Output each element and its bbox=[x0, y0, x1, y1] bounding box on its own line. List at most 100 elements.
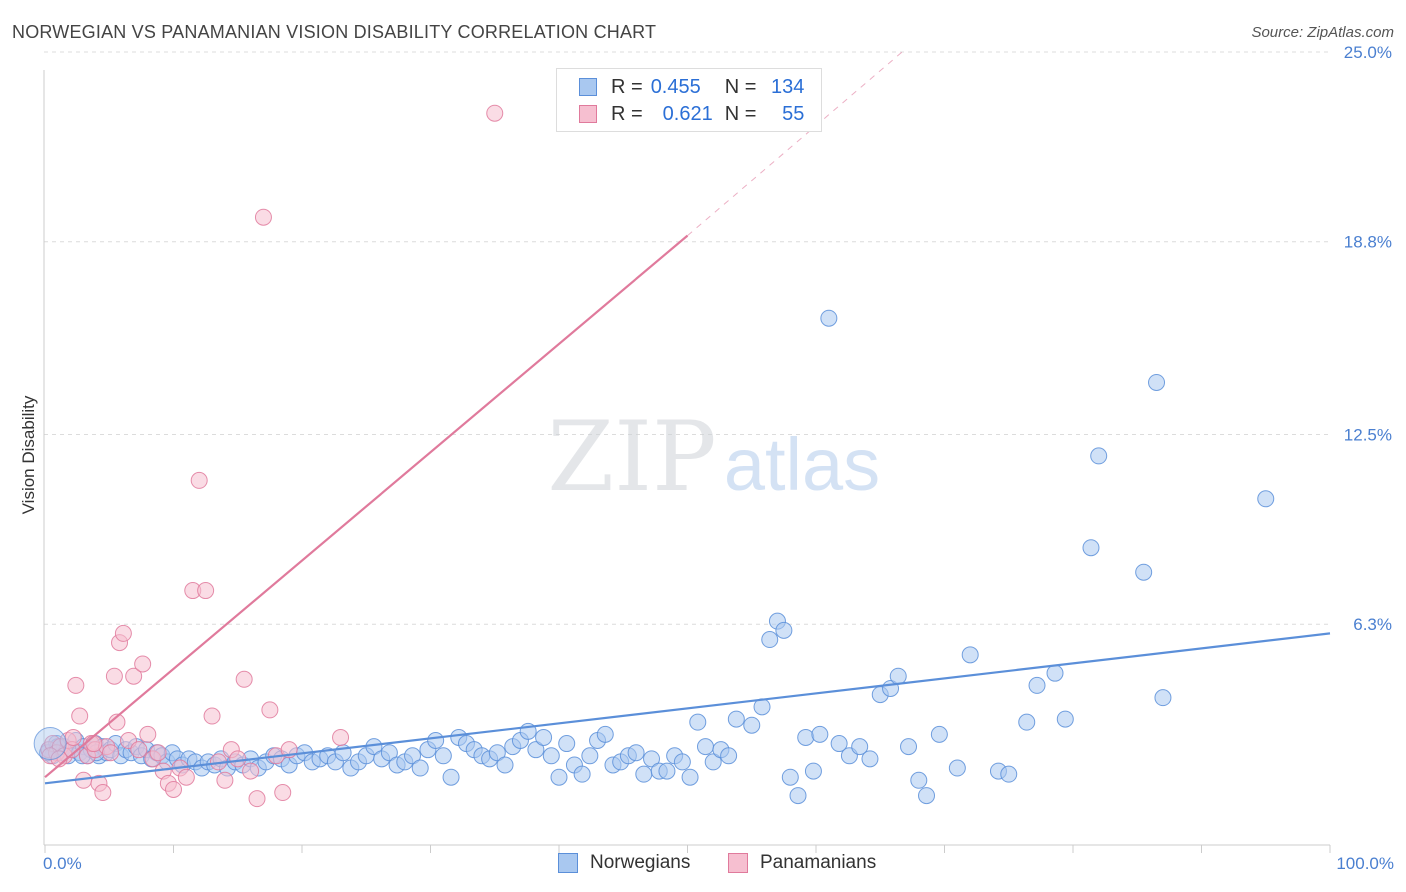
data-point bbox=[948, 759, 966, 777]
y-tick-label: 12.5% bbox=[1344, 426, 1392, 445]
data-point bbox=[105, 667, 123, 685]
data-point bbox=[1135, 563, 1153, 581]
trendline-norwegians bbox=[44, 632, 1331, 785]
data-point bbox=[761, 631, 779, 649]
data-point bbox=[71, 707, 89, 725]
data-point bbox=[114, 624, 132, 642]
data-point bbox=[635, 765, 653, 783]
data-point bbox=[64, 728, 82, 746]
data-point bbox=[542, 747, 560, 765]
data-point bbox=[332, 728, 350, 746]
data-point bbox=[134, 655, 152, 673]
y-tick-label: 6.3% bbox=[1353, 615, 1392, 634]
legend-item-norwegians[interactable]: Norwegians bbox=[558, 852, 690, 874]
data-point bbox=[573, 765, 591, 783]
grid-layer bbox=[44, 51, 1330, 625]
data-point bbox=[85, 735, 103, 753]
series-panamanians bbox=[40, 104, 504, 808]
data-point bbox=[404, 747, 422, 765]
data-point bbox=[248, 790, 266, 808]
data-point bbox=[139, 725, 157, 743]
x-tick-label: 0.0% bbox=[43, 854, 82, 873]
data-point bbox=[242, 762, 260, 780]
y-tick-label: 25.0% bbox=[1344, 43, 1392, 62]
data-point bbox=[581, 747, 599, 765]
n-value-panamanians: 55 bbox=[782, 102, 805, 125]
data-point bbox=[177, 768, 195, 786]
legend-label-norwegians: Norwegians bbox=[590, 852, 691, 873]
data-point bbox=[1082, 539, 1100, 557]
series-legend: Norwegians Panamanians bbox=[0, 852, 1406, 878]
legend-swatch-panamanians bbox=[728, 853, 748, 873]
data-point bbox=[775, 621, 793, 639]
data-point bbox=[380, 744, 398, 762]
legend-swatch-norwegians bbox=[579, 78, 597, 96]
data-point bbox=[596, 725, 614, 743]
data-point bbox=[229, 750, 247, 768]
data-point bbox=[689, 713, 707, 731]
legend-row-norwegians: R = 0.455 N = 134 bbox=[579, 74, 804, 100]
legend-row-panamanians: R = 0.621 N = 55 bbox=[579, 101, 804, 127]
legend-swatch-panamanians bbox=[579, 105, 597, 123]
ticks-layer: 6.3% 12.5% 18.8% 25.0% 0.0% 100.0% bbox=[43, 43, 1394, 873]
n-label: N = bbox=[724, 75, 757, 98]
r-value-norwegians: 0.455 bbox=[650, 75, 701, 98]
data-point bbox=[165, 780, 182, 798]
data-point bbox=[797, 728, 815, 746]
data-point bbox=[190, 471, 208, 489]
data-point bbox=[261, 701, 279, 719]
data-point bbox=[67, 676, 85, 694]
data-point bbox=[1056, 710, 1074, 728]
data-point bbox=[889, 667, 907, 685]
legend-label-panamanians: Panamanians bbox=[760, 852, 877, 873]
chart-title: NORWEGIAN VS PANAMANIAN VISION DISABILIT… bbox=[12, 22, 657, 42]
data-point bbox=[1090, 447, 1108, 465]
data-point bbox=[442, 768, 460, 786]
data-point bbox=[1000, 765, 1018, 783]
data-point bbox=[861, 750, 879, 768]
cluster-point bbox=[33, 727, 67, 761]
source-label: Source: ZipAtlas.com bbox=[1251, 24, 1394, 41]
data-point bbox=[900, 738, 918, 756]
data-point bbox=[743, 716, 761, 734]
data-point bbox=[427, 732, 445, 749]
r-label: R = bbox=[611, 102, 643, 125]
data-point bbox=[558, 735, 576, 753]
data-point bbox=[1154, 689, 1172, 707]
data-point bbox=[496, 756, 514, 774]
legend-item-panamanians[interactable]: Panamanians bbox=[728, 852, 876, 874]
data-point bbox=[918, 787, 936, 805]
data-point bbox=[811, 725, 829, 743]
data-point bbox=[411, 759, 429, 777]
trend-layer bbox=[44, 51, 1331, 785]
series-norwegians bbox=[39, 309, 1275, 805]
data-point bbox=[658, 762, 676, 780]
axis-layer bbox=[43, 70, 1331, 853]
data-point bbox=[781, 768, 799, 786]
legend-swatch-norwegians bbox=[558, 853, 578, 873]
data-point bbox=[1046, 664, 1064, 682]
data-point bbox=[535, 728, 553, 746]
data-point bbox=[197, 582, 215, 600]
data-point bbox=[1148, 373, 1166, 391]
y-axis-label: Vision Disability bbox=[19, 395, 38, 514]
y-tick-label: 18.8% bbox=[1344, 233, 1392, 252]
data-point bbox=[696, 738, 714, 756]
data-point bbox=[102, 744, 120, 762]
data-point bbox=[820, 309, 838, 327]
data-point bbox=[550, 768, 568, 786]
data-point bbox=[1257, 490, 1275, 508]
data-point bbox=[203, 707, 221, 725]
data-point bbox=[789, 787, 807, 805]
n-label: N = bbox=[724, 102, 757, 125]
r-label: R = bbox=[611, 75, 643, 98]
data-point bbox=[486, 104, 504, 122]
data-point bbox=[1028, 676, 1046, 694]
data-point bbox=[149, 744, 167, 762]
data-point bbox=[643, 750, 661, 768]
data-point bbox=[961, 646, 979, 664]
data-point bbox=[274, 784, 292, 802]
x-tick-label: 100.0% bbox=[1336, 854, 1394, 873]
data-point bbox=[930, 725, 948, 743]
